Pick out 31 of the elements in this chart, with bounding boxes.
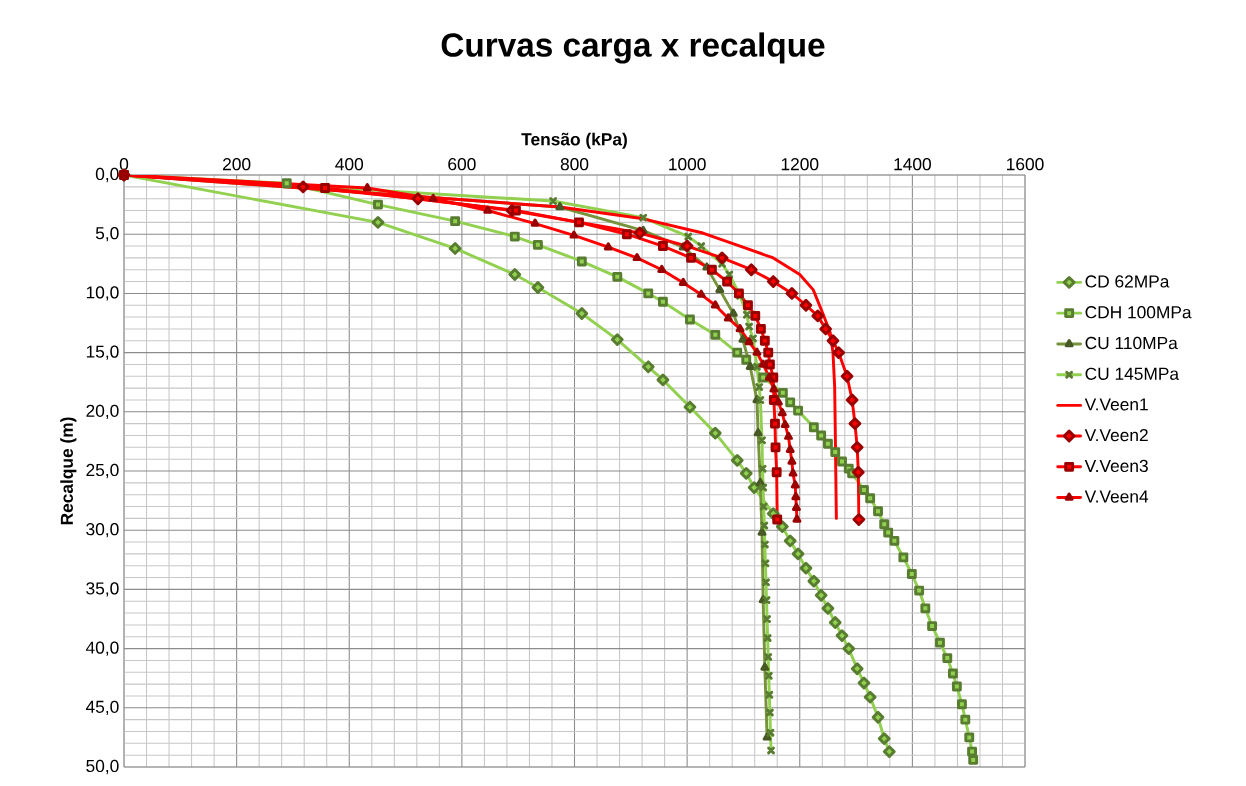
x-tick-label: 0 xyxy=(119,158,129,171)
x-tick-label: 1600 xyxy=(1007,158,1044,171)
y-tick-label: 25,0 xyxy=(86,463,119,479)
x-tick-label: 800 xyxy=(560,158,589,171)
legend-label: CD 62MPa xyxy=(1085,275,1170,288)
y-tick-label: 45,0 xyxy=(85,700,119,715)
y-tick-label: 35,0 xyxy=(86,582,119,597)
y-tick-label: 10,0 xyxy=(86,286,119,301)
y-tick-label: 5,0 xyxy=(95,227,119,242)
y-axis-title: Recalque (m) xyxy=(60,417,77,525)
y-tick-label: 50,0 xyxy=(86,759,119,775)
legend-label: V.Veen3 xyxy=(1084,459,1148,473)
y-tick-label: 30,0 xyxy=(86,523,119,538)
legend-label: V.Veen4 xyxy=(1084,490,1149,503)
x-tick-label: 400 xyxy=(335,158,364,171)
x-tick-label: 1200 xyxy=(781,158,819,171)
x-tick-label: 600 xyxy=(448,158,476,171)
legend-label: CU 110MPa xyxy=(1085,336,1178,350)
legend-label: V.Veen2 xyxy=(1084,429,1148,442)
y-tick-label: 15,0 xyxy=(86,345,119,360)
legend-label: CU 145MPa xyxy=(1085,367,1180,380)
x-tick-label: 1000 xyxy=(669,158,706,171)
y-tick-label: 40,0 xyxy=(85,641,119,656)
legend-label: V.Veen1 xyxy=(1084,398,1148,411)
legend-label: CDH 100MPa xyxy=(1085,306,1192,319)
x-axis-title: Tensão (kPa) xyxy=(521,132,627,149)
y-tick-label: 0,0 xyxy=(95,167,119,183)
x-tick-label: 200 xyxy=(223,158,251,171)
y-tick-label: 20,0 xyxy=(86,404,119,419)
x-tick-label: 1400 xyxy=(894,158,931,171)
chart-title: Curvas carga x recalque xyxy=(441,32,825,64)
